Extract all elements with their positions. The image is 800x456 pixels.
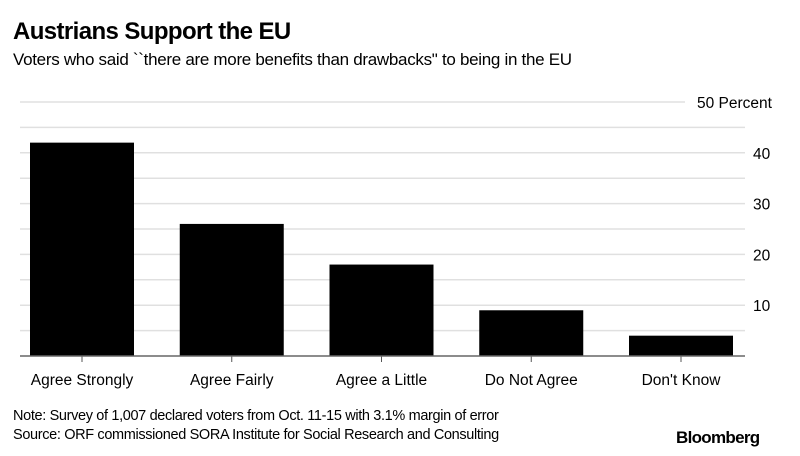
y-tick-label: 50 Percent (697, 95, 773, 112)
note-text: Note: Survey of 1,007 declared voters fr… (13, 408, 499, 424)
bar-chart: 10 20 30 40 50 Percent Agree Strongly Agree Fa… (20, 95, 773, 389)
x-tick-label: Do Not Agree (485, 372, 578, 389)
chart-title: Austrians Support the EU (13, 18, 291, 45)
bar-agree-a-little (329, 264, 434, 356)
x-tick-label: Agree Strongly (31, 372, 134, 389)
x-tick-label: Agree a Little (336, 372, 427, 389)
bar-do-not-agree (479, 310, 584, 356)
y-tick-label: 20 (753, 247, 771, 264)
y-tick-label: 10 (753, 298, 771, 315)
y-tick-label: 40 (753, 146, 771, 163)
x-tick-label: Don't Know (642, 372, 722, 389)
x-tick-label: Agree Fairly (190, 372, 274, 389)
bloomberg-logo: Bloomberg (676, 428, 760, 447)
y-tick-label: 30 (753, 197, 771, 214)
bar-agree-strongly (30, 142, 134, 356)
footnote: Note: Survey of 1,007 declared voters fr… (13, 407, 499, 445)
chart-subtitle: Voters who said ``there are more benefit… (13, 50, 572, 69)
bar-don-t-know (629, 335, 733, 356)
source-text: Source: ORF commissioned SORA Institute … (13, 427, 499, 443)
bar-agree-fairly (179, 223, 284, 356)
